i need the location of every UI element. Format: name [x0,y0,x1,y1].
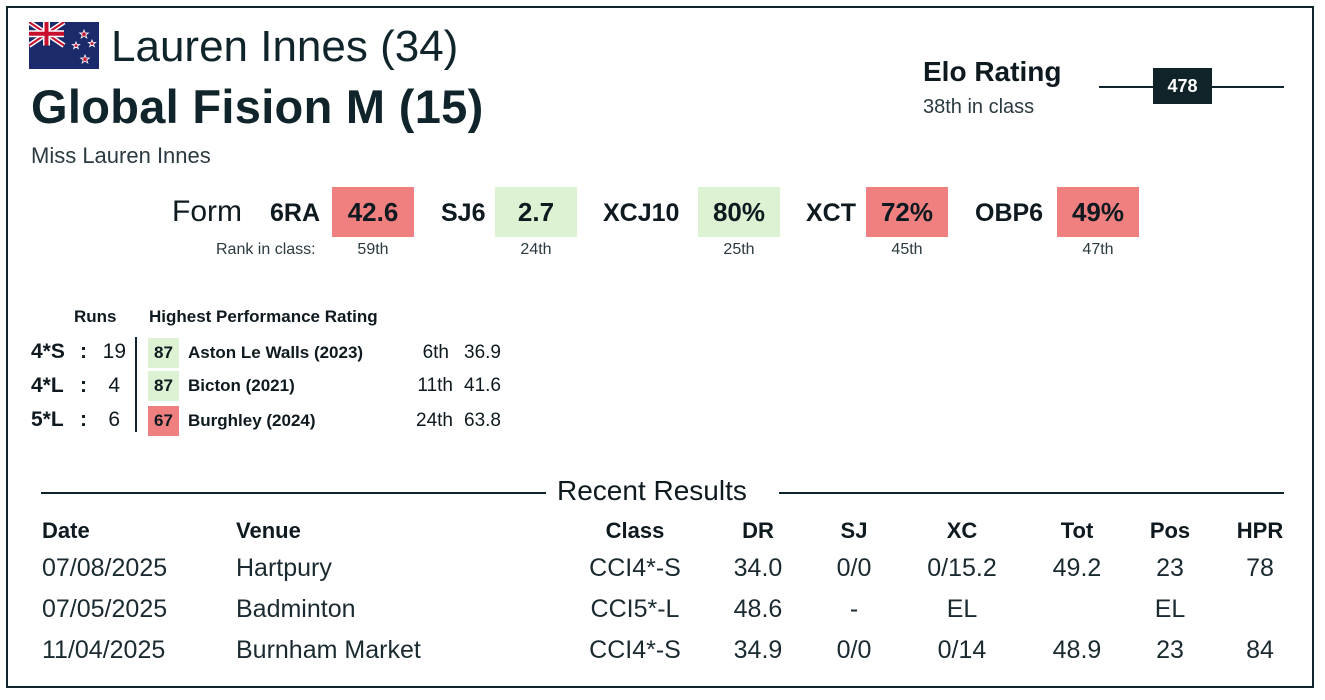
result-position: EL [1154,595,1186,623]
hpr-level: 4*L [31,374,64,397]
form-metric-name: SJ6 [441,199,486,227]
hpr-runs: 6 [108,408,120,431]
form-metric-name: XCJ10 [603,199,680,227]
hpr-position: 24th [416,410,453,431]
form-metric-name: OBP6 [975,199,1044,227]
result-hpr: 78 [1246,554,1274,582]
result-xc: EL [946,595,978,623]
owner-name: Miss Lauren Innes [31,143,211,168]
form-label: Form [172,195,242,228]
result-date: 07/08/2025 [42,554,168,582]
form-metric-value: 80% [698,187,780,237]
hpr-divider [135,337,137,432]
result-class: CCI5*-L [590,595,680,623]
result-venue: Hartpury [236,554,332,582]
elo-title: Elo Rating [923,56,1062,87]
result-sj: 0/0 [836,554,872,582]
result-venue: Burnham Market [236,636,421,664]
hpr-score-box: 67 [148,406,179,436]
result-dr: 34.9 [733,636,783,664]
elo-class-rank: 38th in class [923,96,1035,118]
hpr-position: 6th [422,342,449,363]
result-position: 23 [1156,636,1184,664]
result-date: 11/04/2025 [42,636,166,664]
rank-in-class-label: Rank in class: [216,241,316,258]
recent-results-rule-left [41,492,546,494]
column-header-xc: XC [946,518,978,543]
column-header-hpr: HPR [1236,518,1284,543]
result-total: 48.9 [1052,636,1102,664]
new-zealand-flag-icon [29,22,99,69]
hpr-score-box: 87 [148,338,179,368]
rider-name-age: Lauren Innes (34) [111,22,459,71]
column-header-dr: DR [742,518,774,543]
runs-header: Runs [74,307,117,326]
form-metric-rank: 45th [891,241,923,258]
result-position: 23 [1156,554,1184,582]
result-dr: 48.6 [733,595,783,623]
form-metric-name: 6RA [270,199,321,227]
column-header-class: Class [605,518,665,543]
hpr-runs: 19 [102,340,126,363]
form-metric-value: 72% [866,187,948,237]
form-metric-rank: 47th [1082,241,1114,258]
result-class: CCI4*-S [589,636,681,664]
elo-value: 478 [1153,68,1212,104]
result-xc: 0/15.2 [927,554,997,582]
form-metric-value: 2.7 [495,187,577,237]
column-header-tot: Tot [1060,518,1094,543]
hpr-level: 4*S [31,340,65,363]
hpr-venue: Burghley (2024) [188,411,316,430]
hpr-runs: 4 [108,374,120,397]
result-date: 07/05/2025 [42,595,168,623]
horse-name-age: Global Fision M (15) [31,80,484,133]
result-venue: Badminton [236,595,356,623]
hpr-separator: : [80,340,87,363]
column-header-date: Date [42,518,90,543]
result-sj: 0/0 [836,636,872,664]
hpr-position: 11th [417,375,453,396]
result-sj: - [849,595,859,623]
form-metric-value: 49% [1057,187,1139,237]
column-header-venue: Venue [236,518,301,543]
profile-card [6,6,1314,688]
hpr-separator: : [80,374,87,397]
recent-results-rule-right [779,492,1284,494]
hpr-dressage-score: 41.6 [464,375,501,396]
result-class: CCI4*-S [589,554,681,582]
hpr-dressage-score: 36.9 [464,342,501,363]
form-metric-rank: 59th [357,241,389,258]
form-metric-name: XCT [806,199,856,227]
result-hpr: 84 [1246,636,1274,664]
hpr-level: 5*L [31,408,64,431]
form-metric-value: 42.6 [332,187,414,237]
hpr-header: Highest Performance Rating [149,307,378,326]
form-metric-rank: 24th [520,241,552,258]
result-total: 49.2 [1052,554,1102,582]
column-header-sj: SJ [840,518,868,543]
form-metric-rank: 25th [723,241,755,258]
hpr-venue: Aston Le Walls (2023) [188,343,364,362]
hpr-separator: : [80,408,87,431]
column-header-pos: Pos [1149,518,1191,543]
result-xc: 0/14 [937,636,987,664]
recent-results-title: Recent Results [557,475,747,506]
hpr-dressage-score: 63.8 [464,410,501,431]
hpr-score-box: 87 [148,371,179,401]
hpr-venue: Bicton (2021) [188,376,295,395]
result-dr: 34.0 [733,554,783,582]
